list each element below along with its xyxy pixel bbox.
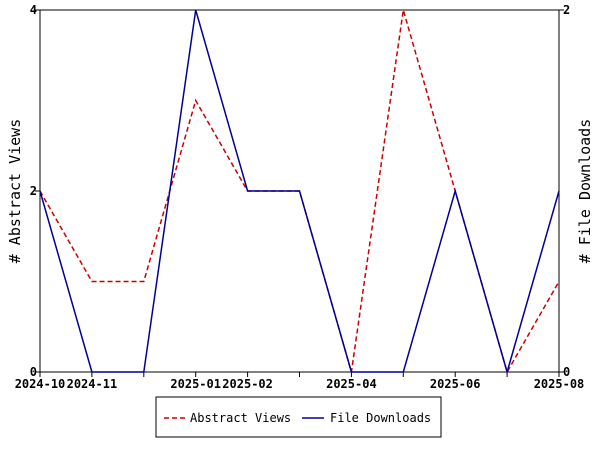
left-y-axis-ticks: 0 2 4	[30, 3, 40, 379]
right-y-tick-label: 2	[563, 3, 570, 17]
x-tick-label: 2025-04	[326, 377, 377, 391]
left-y-tick-label: 0	[30, 365, 37, 379]
x-tick-label: 2024-11	[67, 377, 118, 391]
right-y-axis-title: # File Downloads	[576, 119, 594, 264]
legend-box	[155, 396, 442, 438]
series-layer	[39, 9, 560, 375]
legend: Abstract Views File Downloads	[155, 396, 442, 438]
left-y-tick-label: 4	[30, 3, 37, 17]
x-tick-label: 2024-10	[15, 377, 66, 391]
x-axis-ticks: 2024-10 2024-11 2025-01 2025-02 2025-04 2025-…	[15, 372, 585, 391]
x-tick-label: 2025-02	[222, 377, 273, 391]
x-tick-label: 2025-01	[170, 377, 221, 391]
x-tick-label: 2025-08	[534, 377, 585, 391]
x-tick-label: 2025-06	[430, 377, 481, 391]
left-y-tick-label: 2	[30, 184, 37, 198]
series-line-file-downloads	[39, 9, 560, 375]
right-y-axis-ticks: 02	[559, 3, 570, 379]
legend-label-file-downloads: File Downloads	[330, 411, 431, 425]
left-y-axis-title: # Abstract Views	[6, 119, 24, 264]
legend-label-abstract-views: Abstract Views	[190, 411, 291, 425]
right-y-tick-label: 0	[563, 365, 570, 379]
